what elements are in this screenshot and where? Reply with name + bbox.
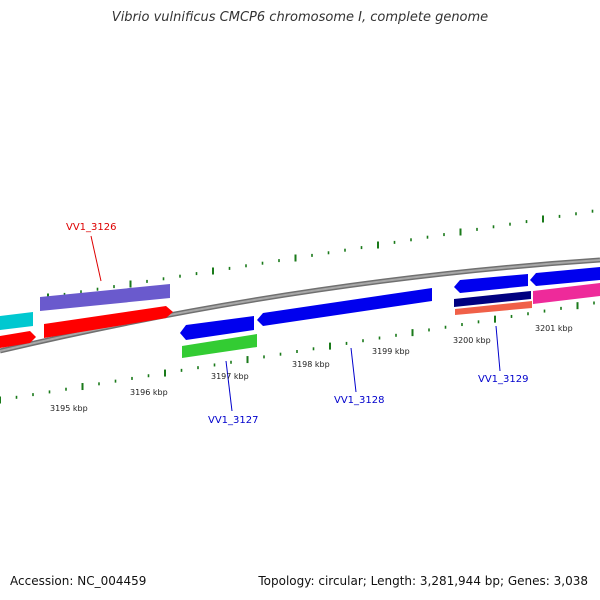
- feature-arrow-blue-right[interactable]: [530, 267, 600, 286]
- gene-label-vv1-3129[interactable]: VV1_3129: [478, 374, 529, 385]
- leader-vv1-3128: [350, 347, 357, 393]
- feature-arrow-blue-3129[interactable]: [454, 274, 528, 293]
- feature-magenta[interactable]: [533, 283, 600, 304]
- tick-label-3197: 3197 kbp: [211, 372, 249, 381]
- feature-arrow-red-vv1-3126[interactable]: [44, 306, 173, 338]
- leader-vv1-3126: [90, 235, 102, 282]
- feature-navy-3129[interactable]: [454, 291, 531, 307]
- tick-label-3201: 3201 kbp: [535, 324, 573, 333]
- gene-label-vv1-3128[interactable]: VV1_3128: [334, 395, 385, 406]
- accession-text: Accession: NC_004459: [10, 574, 147, 588]
- tick-label-3200: 3200 kbp: [453, 336, 491, 345]
- map-title: Vibrio vulnificus CMCP6 chromosome I, co…: [111, 10, 489, 25]
- tick-label-3199: 3199 kbp: [372, 347, 410, 356]
- tick-label-3195: 3195 kbp: [50, 404, 88, 413]
- gene-label-vv1-3126[interactable]: VV1_3126: [66, 222, 117, 233]
- leader-vv1-3129: [495, 325, 501, 372]
- feature-arrow-red-left[interactable]: [0, 331, 36, 348]
- feature-salmon-3129[interactable]: [455, 301, 532, 315]
- genome-summary-text: Topology: circular; Length: 3,281,944 bp…: [258, 574, 588, 588]
- feature-arrow-cyan[interactable]: [0, 312, 33, 330]
- leader-vv1-3127: [225, 360, 233, 412]
- feature-green-3127[interactable]: [182, 334, 257, 358]
- tick-label-3196: 3196 kbp: [130, 388, 168, 397]
- gene-label-vv1-3127[interactable]: VV1_3127: [208, 415, 259, 426]
- tick-label-3198: 3198 kbp: [292, 360, 330, 369]
- tick-dot-rows: [0, 209, 595, 404]
- feature-purple-vv1-3126[interactable]: [40, 284, 170, 311]
- feature-arrow-blue-3128[interactable]: [257, 288, 432, 326]
- feature-arrow-blue-3127[interactable]: [180, 316, 254, 340]
